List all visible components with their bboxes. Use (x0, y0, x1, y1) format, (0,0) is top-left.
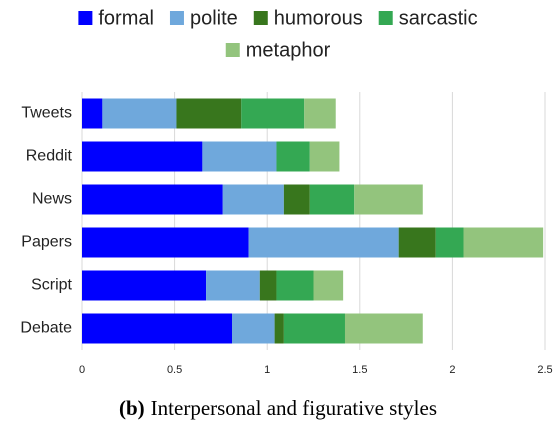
bar-segment (276, 141, 310, 172)
legend-swatch (225, 43, 240, 57)
bar-segment (176, 98, 242, 129)
x-tick-label: 2 (449, 364, 455, 376)
bar-segment (241, 98, 305, 129)
caption-label: (b) (119, 396, 145, 420)
x-tick-label: 2.5 (537, 364, 552, 376)
bar-segment (102, 98, 177, 129)
y-tick-label: Script (31, 277, 72, 294)
legend-item: humorous (253, 7, 363, 29)
bar-segment (232, 313, 275, 344)
bars: Tweets Reddit News Papers Script Debate (20, 98, 544, 344)
legend-label: formal (98, 7, 154, 29)
x-tick-label: 1.5 (352, 364, 367, 376)
bar-segment (82, 141, 203, 172)
legend-swatch (253, 11, 268, 25)
bar-segment (309, 141, 340, 172)
legend-swatch (378, 11, 393, 25)
legend: formal polite humorous sarcastic metaphor (78, 7, 478, 61)
bar-segment (222, 184, 284, 215)
bar-segment (463, 227, 544, 258)
legend-item: metaphor (225, 39, 331, 61)
bar-segment (202, 141, 277, 172)
bar-segment (82, 98, 103, 129)
bar-segment (354, 184, 423, 215)
bar-segment (259, 270, 277, 301)
caption: (b) Interpersonal and figurative styles (119, 396, 437, 420)
y-tick-label: Tweets (21, 105, 72, 122)
bar-segment (276, 270, 314, 301)
bar-segment (435, 227, 464, 258)
bar-segment (309, 184, 355, 215)
x-tick-label: 1 (264, 364, 270, 376)
legend-label: metaphor (246, 39, 331, 61)
legend-label: humorous (274, 7, 363, 29)
grid: 0 0.5 1 1.5 2 2.5 (79, 92, 553, 376)
y-tick-label: Reddit (26, 148, 73, 165)
legend-label: sarcastic (399, 7, 478, 29)
legend-swatch (78, 11, 93, 25)
x-tick-label: 0 (79, 364, 85, 376)
caption-text: Interpersonal and figurative styles (151, 396, 437, 420)
bar-segment (283, 313, 345, 344)
y-tick-label: News (32, 191, 72, 208)
bar-segment (248, 227, 399, 258)
bar-segment (82, 270, 207, 301)
bar-segment (82, 227, 249, 258)
bar-segment (398, 227, 436, 258)
bar-segment (82, 184, 223, 215)
bar-segment (304, 98, 336, 129)
bar-segment (274, 313, 284, 344)
bar-segment (313, 270, 344, 301)
legend-label: polite (190, 7, 238, 29)
bar-segment (82, 313, 233, 344)
legend-item: polite (169, 7, 238, 29)
bar-segment (283, 184, 310, 215)
y-tick-label: Papers (21, 234, 72, 251)
y-tick-label: Debate (20, 320, 72, 337)
legend-item: sarcastic (378, 7, 478, 29)
x-tick-label: 0.5 (167, 364, 182, 376)
bar-segment (344, 313, 423, 344)
bar-segment (206, 270, 260, 301)
legend-item: formal (78, 7, 154, 29)
legend-swatch (169, 11, 184, 25)
